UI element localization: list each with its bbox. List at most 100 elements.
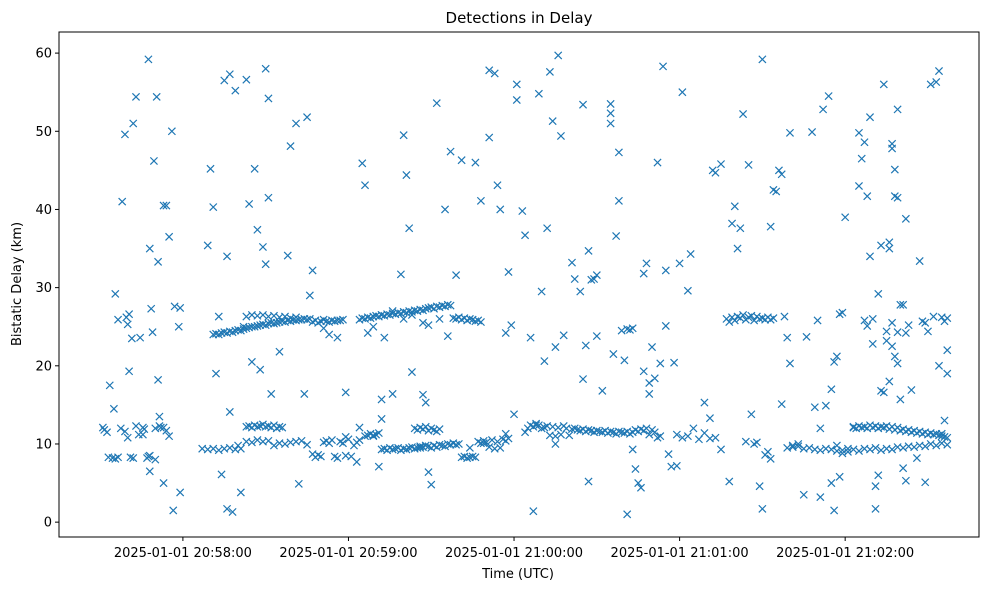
- data-point-marker: [835, 472, 844, 481]
- data-point-marker: [901, 214, 910, 223]
- data-point-marker: [154, 257, 163, 266]
- data-point-marker: [888, 342, 897, 351]
- data-point-marker: [554, 51, 563, 60]
- data-point-marker: [893, 359, 902, 368]
- data-point-marker: [584, 425, 593, 434]
- data-point-marker: [247, 357, 256, 366]
- data-point-marker: [174, 322, 183, 331]
- data-point-marker: [777, 170, 786, 179]
- data-point-marker: [355, 436, 364, 445]
- data-point-marker: [816, 424, 825, 433]
- data-point-marker: [360, 181, 370, 190]
- data-point-marker: [275, 422, 284, 431]
- data-point-marker: [620, 356, 629, 365]
- data-point-marker: [245, 199, 254, 209]
- data-point-marker: [711, 433, 720, 442]
- data-point-marker: [468, 452, 477, 461]
- data-point-marker: [904, 321, 913, 330]
- data-point-marker: [369, 322, 378, 331]
- data-point-marker: [863, 321, 872, 330]
- data-point-marker: [813, 316, 822, 325]
- data-point-marker: [432, 99, 441, 108]
- data-point-marker: [766, 222, 775, 231]
- data-point-marker: [114, 453, 123, 462]
- data-point-marker: [211, 369, 221, 378]
- data-point-marker: [896, 395, 905, 404]
- data-point-marker: [592, 271, 601, 280]
- data-point-marker: [156, 423, 165, 432]
- data-point-marker: [105, 381, 114, 390]
- data-point-marker: [149, 156, 158, 166]
- data-point-marker: [656, 359, 665, 368]
- data-point-marker: [934, 361, 944, 370]
- data-point-marker: [584, 246, 593, 255]
- data-point-marker: [269, 441, 278, 450]
- data-point-marker: [148, 328, 157, 337]
- data-point-marker: [452, 271, 461, 280]
- data-point-marker: [120, 427, 129, 436]
- data-point-marker: [476, 317, 485, 327]
- data-point-marker: [623, 510, 632, 519]
- data-point-marker: [496, 443, 505, 452]
- data-point-marker: [501, 429, 510, 438]
- data-point-marker: [675, 259, 684, 268]
- data-point-marker: [526, 333, 535, 342]
- data-point-marker: [606, 109, 615, 118]
- data-point-marker: [832, 352, 841, 361]
- data-point-marker: [521, 428, 530, 437]
- data-point-marker: [521, 231, 530, 240]
- data-point-marker: [683, 432, 692, 441]
- data-point-marker: [504, 434, 513, 443]
- data-point-marker: [154, 375, 163, 384]
- data-point-marker: [159, 479, 168, 488]
- data-point-marker: [551, 439, 560, 448]
- data-point-marker: [123, 433, 132, 442]
- data-point-marker: [678, 88, 687, 97]
- data-point-marker: [766, 454, 775, 463]
- data-point-marker: [741, 437, 750, 446]
- data-point-marker: [355, 423, 364, 432]
- data-point-marker: [120, 130, 129, 139]
- data-point-marker: [772, 187, 781, 196]
- data-point-marker: [609, 350, 618, 359]
- data-point-marker: [109, 404, 118, 413]
- data-point-marker: [145, 244, 154, 253]
- data-point-marker: [606, 427, 615, 436]
- data-point-marker: [739, 310, 748, 320]
- data-point-marker: [871, 504, 880, 513]
- data-point-marker: [705, 414, 714, 423]
- data-point-marker: [730, 316, 739, 325]
- data-point-marker: [570, 275, 579, 284]
- data-point-marker: [827, 385, 836, 394]
- data-point-marker: [614, 196, 623, 205]
- data-point-marker: [863, 192, 872, 201]
- data-point-marker: [377, 395, 386, 404]
- data-point-marker: [443, 300, 452, 309]
- data-point-marker: [871, 482, 880, 491]
- data-point-marker: [653, 158, 662, 167]
- data-point-marker: [899, 464, 908, 473]
- data-point-marker: [923, 327, 932, 336]
- data-point-marker: [686, 249, 695, 259]
- data-point-marker: [471, 453, 480, 462]
- data-point-marker: [264, 94, 273, 103]
- data-point-marker: [493, 437, 502, 446]
- data-point-marker: [584, 477, 593, 486]
- data-point-marker: [465, 314, 474, 323]
- data-point-marker: [131, 421, 141, 431]
- data-point-marker: [843, 447, 852, 456]
- data-point-marker: [377, 310, 386, 320]
- data-point-marker: [292, 313, 301, 322]
- x-tick-label: 2025-01-01 20:59:00: [279, 546, 417, 561]
- data-point-marker: [934, 67, 944, 76]
- data-point-marker: [396, 270, 405, 279]
- data-point-marker: [683, 286, 692, 295]
- data-point-marker: [736, 224, 745, 233]
- data-point-marker: [664, 450, 673, 459]
- data-point-marker: [338, 315, 347, 324]
- data-point-marker: [838, 308, 847, 317]
- data-point-marker: [868, 339, 877, 348]
- data-point-marker: [642, 259, 651, 268]
- data-point-marker: [614, 148, 623, 157]
- data-point-marker: [377, 414, 386, 423]
